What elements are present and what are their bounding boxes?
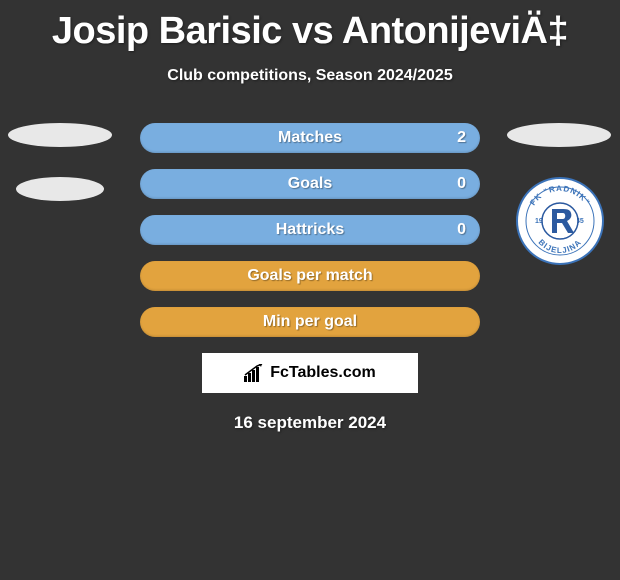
brand-text: FcTables.com [270, 364, 376, 382]
stats-list: Matches 2 Goals 0 Hattricks 0 Goals per match M… [140, 123, 480, 337]
brand-box[interactable]: FcTables.com [202, 353, 418, 393]
stat-label: Hattricks [276, 221, 344, 239]
brand-logo: FcTables.com [244, 364, 376, 382]
stat-label: Matches [278, 129, 342, 147]
stat-row-min-per-goal: Min per goal [140, 307, 480, 337]
stat-value: 0 [457, 221, 466, 239]
left-badge-2 [16, 177, 104, 201]
club-logo-radnik: FK "RADNIK" BIJELJINA 19 45 [516, 177, 604, 265]
date-label: 16 september 2024 [0, 413, 620, 433]
stat-row-matches: Matches 2 [140, 123, 480, 153]
bars-icon [244, 364, 266, 382]
page-title: Josip Barisic vs AntonijeviÄ‡ [0, 0, 620, 53]
comparison-content: FK "RADNIK" BIJELJINA 19 45 Matches 2 Goal… [0, 123, 620, 433]
stat-row-goals-per-match: Goals per match [140, 261, 480, 291]
left-player-badges [8, 123, 113, 231]
stat-label: Min per goal [263, 313, 357, 331]
stat-row-goals: Goals 0 [140, 169, 480, 199]
right-player-badges: FK "RADNIK" BIJELJINA 19 45 [507, 123, 612, 265]
stat-row-hattricks: Hattricks 0 [140, 215, 480, 245]
stat-value: 2 [457, 129, 466, 147]
right-badge-1 [507, 123, 611, 147]
stat-value: 0 [457, 175, 466, 193]
stat-label: Goals [288, 175, 332, 193]
stat-label: Goals per match [247, 267, 372, 285]
subtitle: Club competitions, Season 2024/2025 [0, 67, 620, 85]
left-badge-1 [8, 123, 112, 147]
